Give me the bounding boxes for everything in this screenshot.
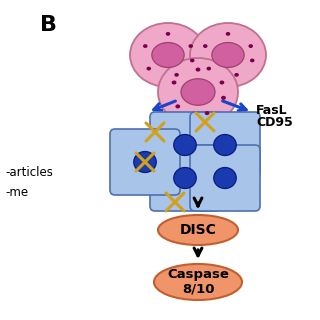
Ellipse shape (214, 134, 236, 156)
Ellipse shape (134, 151, 156, 172)
Ellipse shape (190, 59, 195, 62)
Ellipse shape (152, 43, 184, 68)
Text: -me: -me (5, 186, 28, 198)
Ellipse shape (158, 215, 238, 245)
Ellipse shape (174, 73, 179, 77)
Text: -articles: -articles (5, 165, 53, 179)
Ellipse shape (212, 43, 244, 68)
Ellipse shape (226, 32, 230, 36)
Text: FasL: FasL (256, 103, 288, 116)
Ellipse shape (174, 167, 196, 188)
Ellipse shape (204, 111, 209, 115)
Ellipse shape (143, 44, 148, 48)
Ellipse shape (172, 80, 176, 84)
Ellipse shape (154, 264, 242, 300)
Ellipse shape (206, 67, 211, 70)
Ellipse shape (196, 68, 200, 72)
Ellipse shape (203, 44, 208, 48)
FancyBboxPatch shape (190, 145, 260, 211)
Ellipse shape (188, 44, 193, 48)
FancyBboxPatch shape (110, 129, 180, 195)
Text: Caspase
8/10: Caspase 8/10 (167, 268, 229, 296)
Ellipse shape (166, 32, 170, 36)
Ellipse shape (234, 73, 239, 77)
Ellipse shape (221, 96, 226, 100)
Ellipse shape (175, 104, 180, 108)
FancyBboxPatch shape (150, 112, 220, 178)
Ellipse shape (250, 59, 254, 62)
Ellipse shape (214, 167, 236, 188)
Ellipse shape (190, 23, 266, 87)
Ellipse shape (248, 44, 253, 48)
FancyBboxPatch shape (150, 145, 220, 211)
Ellipse shape (158, 58, 238, 126)
Ellipse shape (130, 23, 206, 87)
FancyBboxPatch shape (190, 112, 260, 178)
Ellipse shape (174, 134, 196, 156)
Text: DISC: DISC (180, 223, 216, 237)
Ellipse shape (147, 67, 151, 70)
Ellipse shape (220, 80, 224, 84)
Text: B: B (40, 15, 57, 35)
Text: CD95: CD95 (256, 116, 293, 129)
Ellipse shape (181, 79, 215, 105)
